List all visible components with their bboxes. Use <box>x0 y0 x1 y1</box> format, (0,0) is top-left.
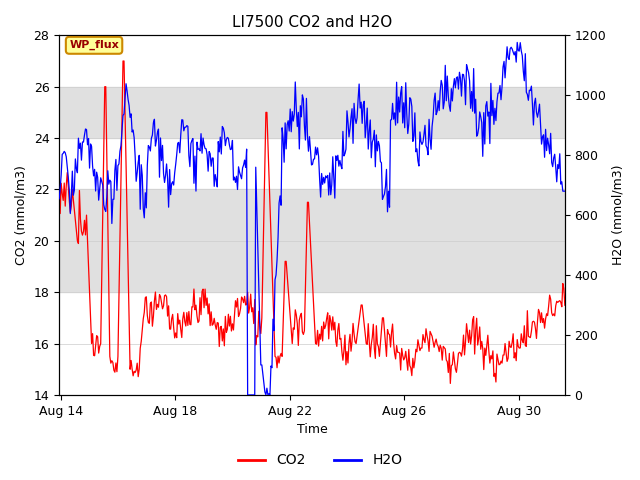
Text: WP_flux: WP_flux <box>69 40 119 50</box>
Bar <box>59 190 565 292</box>
Y-axis label: CO2 (mmol/m3): CO2 (mmol/m3) <box>15 165 28 265</box>
Bar <box>59 87 565 138</box>
Legend: CO2, H2O: CO2, H2O <box>232 448 408 473</box>
Y-axis label: H2O (mmol/m3): H2O (mmol/m3) <box>612 165 625 265</box>
Title: LI7500 CO2 and H2O: LI7500 CO2 and H2O <box>232 15 392 30</box>
X-axis label: Time: Time <box>296 423 328 436</box>
